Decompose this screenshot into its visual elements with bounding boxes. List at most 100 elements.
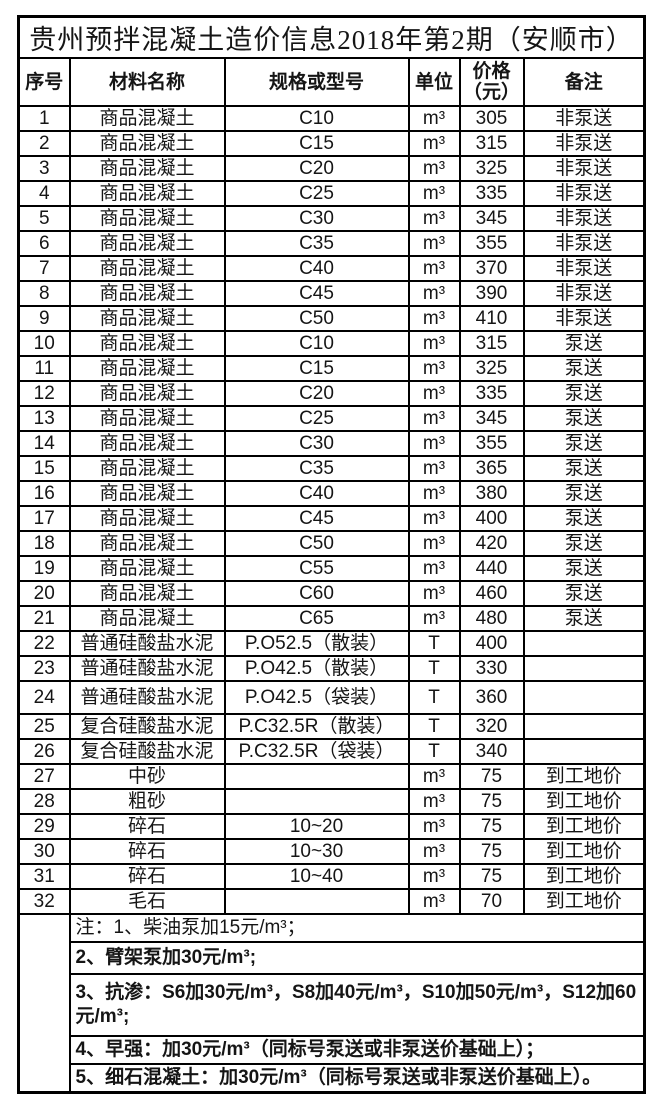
cell-seq: 27: [17, 763, 71, 790]
cell-remark: 泵送: [522, 580, 646, 607]
cell-seq: 20: [17, 580, 71, 607]
table-row: 30 碎石 10~30 m³ 75 到工地价: [17, 838, 646, 865]
cell-spec: C30: [223, 430, 410, 457]
table-row: 15 商品混凝土 C35 m³ 365 泵送: [17, 455, 646, 482]
cell-material: 商品混凝土: [68, 305, 226, 332]
note-row: 5、细石混凝土：加30元/m³（同标号泵送或非泵送价基础上）。: [19, 1063, 646, 1094]
cell-material: 商品混凝土: [68, 530, 226, 557]
cell-seq: 3: [17, 155, 71, 182]
cell-price: 75: [458, 763, 525, 790]
title-row: 贵州预拌混凝土造价信息2018年第2期（安顺市）: [17, 15, 646, 59]
note-row: 注：1、柴油泵加15元/m³；: [17, 913, 646, 1094]
cell-unit: T: [407, 655, 461, 682]
cell-unit: m³: [407, 763, 461, 790]
cell-spec: C45: [223, 280, 410, 307]
cell-price: 330: [458, 655, 525, 682]
cell-material: 普通硅酸盐水泥: [68, 680, 226, 715]
cell-material: 普通硅酸盐水泥: [68, 655, 226, 682]
cell-price: 365: [458, 455, 525, 482]
cell-unit: m³: [407, 305, 461, 332]
cell-unit: m³: [407, 330, 461, 357]
cell-spec: C10: [223, 105, 410, 132]
cell-remark: [522, 713, 646, 740]
col-header-price-line1: 价格: [472, 61, 511, 82]
cell-price: 355: [458, 430, 525, 457]
cell-unit: m³: [407, 555, 461, 582]
table-row: 32 毛石 m³ 70 到工地价: [17, 888, 646, 915]
table-row: 23 普通硅酸盐水泥 P.O42.5（散装） T 330: [17, 655, 646, 682]
cell-remark: 泵送: [522, 355, 646, 382]
cell-seq: 17: [17, 505, 71, 532]
cell-material: 商品混凝土: [68, 230, 226, 257]
cell-unit: T: [407, 738, 461, 765]
cell-price: 320: [458, 713, 525, 740]
cell-remark: [522, 630, 646, 657]
cell-remark: 泵送: [522, 605, 646, 632]
table-body: 1 商品混凝土 C10 m³ 305 非泵送 2 商品混凝土 C15 m³ 315 非泵送 3 商品混凝土…: [17, 105, 646, 1094]
cell-seq: 11: [17, 355, 71, 382]
cell-unit: T: [407, 680, 461, 715]
cell-seq: 2: [17, 130, 71, 157]
cell-spec: C50: [223, 305, 410, 332]
cell-spec: C30: [223, 205, 410, 232]
cell-unit: m³: [407, 863, 461, 890]
note-row: 4、早强：加30元/m³（同标号泵送或非泵送价基础上）；: [19, 1035, 646, 1065]
cell-material: 碎石: [68, 813, 226, 840]
column-header-row: 序号 材料名称 规格或型号 单位 价格 （元） 备注: [17, 57, 646, 107]
cell-unit: T: [407, 630, 461, 657]
cell-material: 粗砂: [68, 788, 226, 815]
cell-seq: 25: [17, 713, 71, 740]
cell-remark: 泵送: [522, 405, 646, 432]
cell-material: 商品混凝土: [68, 555, 226, 582]
cell-spec: 10~30: [223, 838, 410, 865]
cell-seq: 22: [17, 630, 71, 657]
cell-remark: 非泵送: [522, 130, 646, 157]
table-row: 11 商品混凝土 C15 m³ 325 泵送: [17, 355, 646, 382]
table-row: 21 商品混凝土 C65 m³ 480 泵送: [17, 605, 646, 632]
cell-material: 普通硅酸盐水泥: [68, 630, 226, 657]
cell-remark: 到工地价: [522, 813, 646, 840]
cell-remark: 非泵送: [522, 280, 646, 307]
cell-unit: m³: [407, 230, 461, 257]
cell-seq: 32: [17, 888, 71, 915]
cell-spec: C60: [223, 580, 410, 607]
cell-unit: m³: [407, 838, 461, 865]
cell-spec: [223, 788, 410, 815]
note-row: 3、抗渗：S6加30元/m³，S8加40元/m³，S10加50元/m³，S12加…: [19, 973, 646, 1037]
cell-material: 商品混凝土: [68, 280, 226, 307]
cell-seq: 29: [17, 813, 71, 840]
cell-seq: 19: [17, 555, 71, 582]
cell-spec: C10: [223, 330, 410, 357]
cell-material: 商品混凝土: [68, 605, 226, 632]
cell-spec: C15: [223, 355, 410, 382]
cell-unit: m³: [407, 455, 461, 482]
cell-seq: 9: [17, 305, 71, 332]
cell-spec: 10~40: [223, 863, 410, 890]
cell-seq: 31: [17, 863, 71, 890]
cell-material: 商品混凝土: [68, 130, 226, 157]
cell-remark: 泵送: [522, 530, 646, 557]
cell-spec: [223, 763, 410, 790]
cell-remark: 非泵送: [522, 305, 646, 332]
cell-spec: [223, 888, 410, 915]
cell-material: 商品混凝土: [68, 255, 226, 282]
cell-material: 商品混凝土: [68, 505, 226, 532]
table-row: 28 粗砂 m³ 75 到工地价: [17, 788, 646, 815]
cell-material: 商品混凝土: [68, 330, 226, 357]
cell-price: 70: [458, 888, 525, 915]
cell-remark: 泵送: [522, 555, 646, 582]
cell-remark: 非泵送: [522, 105, 646, 132]
cell-unit: m³: [407, 280, 461, 307]
cell-unit: m³: [407, 480, 461, 507]
cell-seq: 4: [17, 180, 71, 207]
table-row: 26 复合硅酸盐水泥 P.C32.5R（袋装） T 340: [17, 738, 646, 765]
table-row: 10 商品混凝土 C10 m³ 315 泵送: [17, 330, 646, 357]
cell-seq: 21: [17, 605, 71, 632]
cell-unit: m³: [407, 813, 461, 840]
col-header-material: 材料名称: [68, 57, 226, 107]
table-row: 20 商品混凝土 C60 m³ 460 泵送: [17, 580, 646, 607]
cell-material: 碎石: [68, 838, 226, 865]
cell-material: 商品混凝土: [68, 455, 226, 482]
table-row: 24 普通硅酸盐水泥 P.O42.5（袋装） T 360: [17, 680, 646, 715]
table-row: 4 商品混凝土 C25 m³ 335 非泵送: [17, 180, 646, 207]
